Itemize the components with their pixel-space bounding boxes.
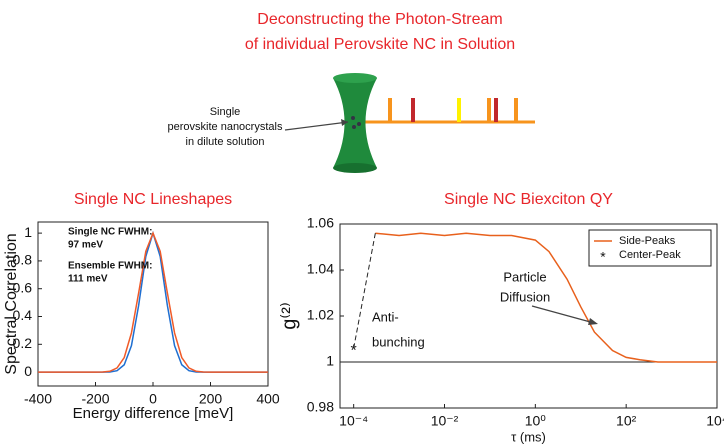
legend-box xyxy=(588,229,712,267)
diagram: Single perovskite nanocrystals in dilute… xyxy=(168,73,535,173)
x-tick-label: 0 xyxy=(149,391,157,407)
x-tick-label: 10² xyxy=(616,413,637,429)
y-tick-label: 1.06 xyxy=(307,215,334,231)
annotation: 111 meV xyxy=(68,274,108,285)
x-tick-label: -200 xyxy=(81,391,109,407)
arrow-head xyxy=(341,119,348,126)
series-line xyxy=(38,231,268,373)
series-line xyxy=(375,232,717,363)
x-axis-label: τ (ms) xyxy=(511,429,546,444)
y-tick-label: 0.2 xyxy=(13,335,33,351)
x-tick-label: 400 xyxy=(256,391,280,407)
point-marker: * xyxy=(351,342,357,359)
y-tick-label: 0.4 xyxy=(13,307,33,323)
chart-title: Single NC Biexciton QY xyxy=(444,191,613,208)
chart-title: Single NC Lineshapes xyxy=(74,191,232,208)
legend-marker: * xyxy=(600,249,606,265)
annotation: Particle xyxy=(503,269,546,284)
photon-spike xyxy=(457,98,461,122)
y-tick-label: 1 xyxy=(24,224,32,240)
photon-spike xyxy=(388,98,392,122)
arrow xyxy=(284,121,349,131)
rise-connector xyxy=(353,233,376,349)
annotation: Ensemble FWHM: xyxy=(68,261,152,272)
x-tick-label: 10⁰ xyxy=(525,413,547,429)
nanocrystal xyxy=(351,116,355,120)
photon-spike xyxy=(487,98,491,122)
annotation-arrow xyxy=(531,305,595,324)
annotation-arrow-head xyxy=(588,318,598,325)
focal-volume-bottom xyxy=(333,163,377,173)
diagram-label: Single xyxy=(210,106,241,118)
y-axis-label: Spectral Correlation xyxy=(3,233,20,374)
photon-spike xyxy=(494,98,498,122)
y-tick-label: 0 xyxy=(24,363,32,379)
y-axis-label: g⁽²⁾ xyxy=(278,302,300,330)
title-line: of individual Perovskite NC in Solution xyxy=(245,36,515,53)
y-tick-label: 1.04 xyxy=(307,261,334,277)
diagram-label: in dilute solution xyxy=(186,136,265,148)
y-tick-label: 0.8 xyxy=(13,252,33,268)
photon-spike xyxy=(411,98,415,122)
y-tick-label: 0.98 xyxy=(307,399,334,415)
annotation: 97 meV xyxy=(68,240,103,251)
photon-spike xyxy=(514,98,518,122)
x-tick-label: 200 xyxy=(199,391,223,407)
x-tick-label: -400 xyxy=(24,391,52,407)
nanocrystal xyxy=(352,125,356,129)
focal-volume xyxy=(333,78,377,168)
annotation: Single NC FWHM: xyxy=(68,227,152,238)
x-axis-label: Energy difference [meV] xyxy=(73,405,234,422)
x-tick-label: 10⁻² xyxy=(431,413,459,429)
legend-label: Center-Peak xyxy=(619,249,681,261)
x-tick-label: 10⁴ xyxy=(706,413,724,429)
y-tick-label: 1 xyxy=(326,353,334,369)
legend-label: Side-Peaks xyxy=(619,235,676,247)
nanocrystal xyxy=(357,122,361,126)
annotation: bunching xyxy=(372,334,425,349)
title-line: Deconstructing the Photon-Stream xyxy=(257,11,502,28)
annotation: Anti- xyxy=(372,309,399,324)
x-tick-label: 10⁻⁴ xyxy=(339,413,368,429)
y-tick-label: 0.6 xyxy=(13,279,33,295)
focal-volume-top xyxy=(333,73,377,83)
annotation: Diffusion xyxy=(500,289,550,304)
series-line xyxy=(38,230,268,373)
y-tick-label: 1.02 xyxy=(307,307,334,323)
diagram-label: perovskite nanocrystals xyxy=(168,121,283,133)
